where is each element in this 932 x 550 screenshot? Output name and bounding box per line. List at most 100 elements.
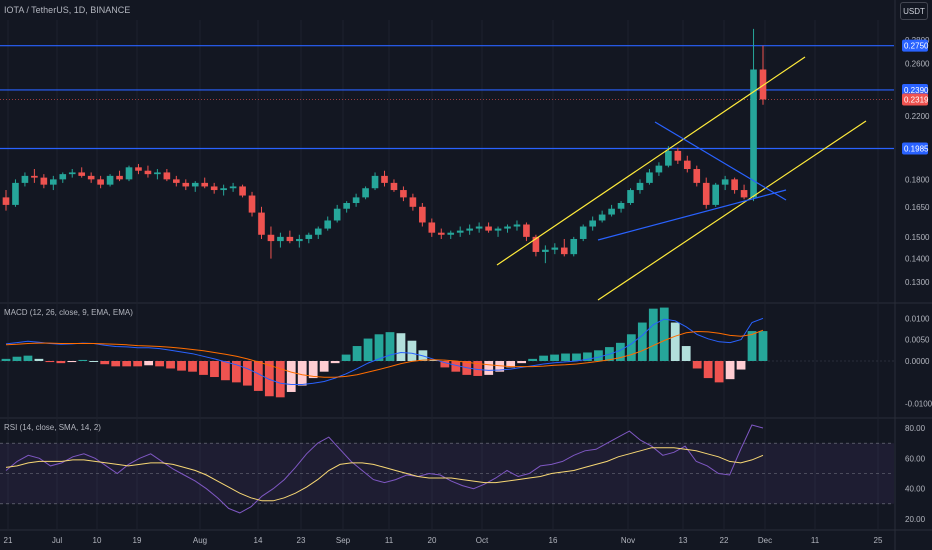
macd-histogram-bar bbox=[451, 361, 461, 372]
macd-histogram-bar bbox=[725, 361, 735, 380]
price-tag-label: 0.1985 bbox=[904, 145, 929, 154]
macd-histogram-bar bbox=[648, 308, 658, 361]
candle-body bbox=[390, 182, 398, 191]
candle-body bbox=[352, 197, 360, 204]
candle-body bbox=[210, 186, 218, 191]
candle-body bbox=[362, 188, 369, 198]
macd-histogram-bar bbox=[155, 361, 164, 367]
macd-histogram-bar bbox=[539, 355, 548, 361]
macd-signal-line bbox=[5, 329, 764, 378]
candle-body bbox=[135, 167, 142, 171]
rsi-tick-label: 20.00 bbox=[905, 515, 926, 524]
macd-tick-label: 0.0050 bbox=[905, 336, 930, 345]
candle-body bbox=[248, 195, 256, 213]
macd-histogram-bar bbox=[45, 361, 55, 363]
candle-body bbox=[551, 247, 559, 250]
rsi-tick-label: 80.00 bbox=[905, 424, 926, 433]
candle-body bbox=[381, 175, 388, 183]
candle-body bbox=[542, 249, 549, 252]
candle-body bbox=[693, 169, 701, 183]
macd-histogram-bar bbox=[89, 361, 99, 362]
price-tag bbox=[902, 39, 928, 52]
price-tag-label: 0.2750 bbox=[904, 42, 929, 51]
candle-body bbox=[59, 174, 67, 180]
macd-histogram-bar bbox=[341, 354, 351, 361]
macd-histogram-bar bbox=[396, 333, 406, 361]
candle-body bbox=[201, 182, 209, 187]
candle-body bbox=[229, 186, 237, 189]
macd-histogram-bar bbox=[637, 322, 647, 361]
time-tick-label: 11 bbox=[811, 536, 820, 545]
candle-body bbox=[627, 190, 634, 204]
candle-body bbox=[154, 172, 161, 175]
macd-histogram-bar bbox=[758, 331, 768, 361]
macd-histogram-bar bbox=[659, 307, 669, 361]
candle-body bbox=[750, 69, 757, 198]
symbol-title: IOTA / TetherUS, 1D, BINANCE bbox=[4, 5, 131, 15]
rsi-tick-label: 40.00 bbox=[905, 485, 926, 494]
macd-histogram-bar bbox=[177, 361, 186, 371]
candle-body bbox=[343, 203, 350, 209]
candle-body bbox=[400, 190, 407, 198]
candle-body bbox=[125, 167, 133, 180]
candle-body bbox=[560, 247, 568, 255]
macd-histogram-bar bbox=[407, 340, 417, 361]
wedge-lower-line bbox=[597, 189, 787, 241]
time-tick-label: Dec bbox=[758, 536, 772, 545]
time-tick-label: Jul bbox=[52, 536, 62, 545]
macd-histogram-bar bbox=[67, 361, 77, 363]
macd-histogram-bar bbox=[363, 338, 373, 361]
rsi-ma-line bbox=[5, 447, 764, 502]
candle-body bbox=[78, 172, 86, 176]
candle-body bbox=[21, 175, 29, 183]
candle-body bbox=[239, 186, 246, 196]
macd-tick-label: 0.0100 bbox=[905, 314, 930, 323]
time-tick-label: 13 bbox=[679, 536, 688, 545]
macd-histogram-bar bbox=[199, 361, 208, 375]
candle-body bbox=[721, 179, 729, 185]
time-tick-label: Oct bbox=[476, 536, 489, 545]
macd-histogram-bar bbox=[330, 361, 340, 364]
macd-tick-label: -0.0100 bbox=[905, 400, 932, 409]
candle-body bbox=[683, 160, 691, 170]
channel-upper-line bbox=[496, 56, 806, 266]
candle-body bbox=[674, 150, 682, 161]
macd-histogram-bar bbox=[484, 361, 494, 375]
macd-histogram-bar bbox=[747, 331, 757, 361]
price-tag bbox=[902, 142, 928, 155]
candle-body bbox=[646, 172, 653, 183]
candle-body bbox=[655, 165, 663, 173]
candle-body bbox=[608, 208, 615, 215]
macd-histogram-bar bbox=[221, 361, 230, 381]
candle-body bbox=[532, 236, 540, 252]
macd-histogram-bar bbox=[56, 361, 66, 364]
macd-histogram-bar bbox=[144, 361, 154, 366]
currency-button[interactable]: USDT bbox=[900, 2, 928, 20]
macd-histogram-bar bbox=[253, 361, 263, 391]
candle-body bbox=[267, 234, 275, 242]
candle-body bbox=[740, 190, 748, 198]
time-tick-label: 10 bbox=[93, 536, 102, 545]
macd-histogram-bar bbox=[495, 361, 505, 372]
candle-body bbox=[2, 197, 10, 205]
candle-body bbox=[12, 182, 19, 205]
macd-histogram-bar bbox=[429, 359, 439, 361]
macd-histogram-bar bbox=[692, 361, 702, 369]
candle-body bbox=[409, 197, 417, 207]
macd-histogram-bar bbox=[166, 361, 175, 369]
macd-histogram-bar bbox=[352, 346, 362, 361]
candle-body bbox=[523, 224, 530, 237]
candle-body bbox=[513, 224, 521, 227]
time-tick-label: 21 bbox=[4, 536, 13, 545]
macd-histogram-bar bbox=[242, 361, 252, 386]
candle-body bbox=[68, 172, 76, 175]
time-tick-label: Aug bbox=[193, 536, 207, 545]
candle-body bbox=[106, 175, 114, 185]
candle-body bbox=[31, 175, 38, 178]
macd-histogram-bar bbox=[626, 334, 636, 361]
macd-histogram-bar bbox=[506, 361, 516, 368]
macd-histogram-bar bbox=[681, 346, 691, 361]
price-tick-label: 0.1800 bbox=[905, 175, 930, 184]
time-tick-label: 23 bbox=[297, 536, 306, 545]
